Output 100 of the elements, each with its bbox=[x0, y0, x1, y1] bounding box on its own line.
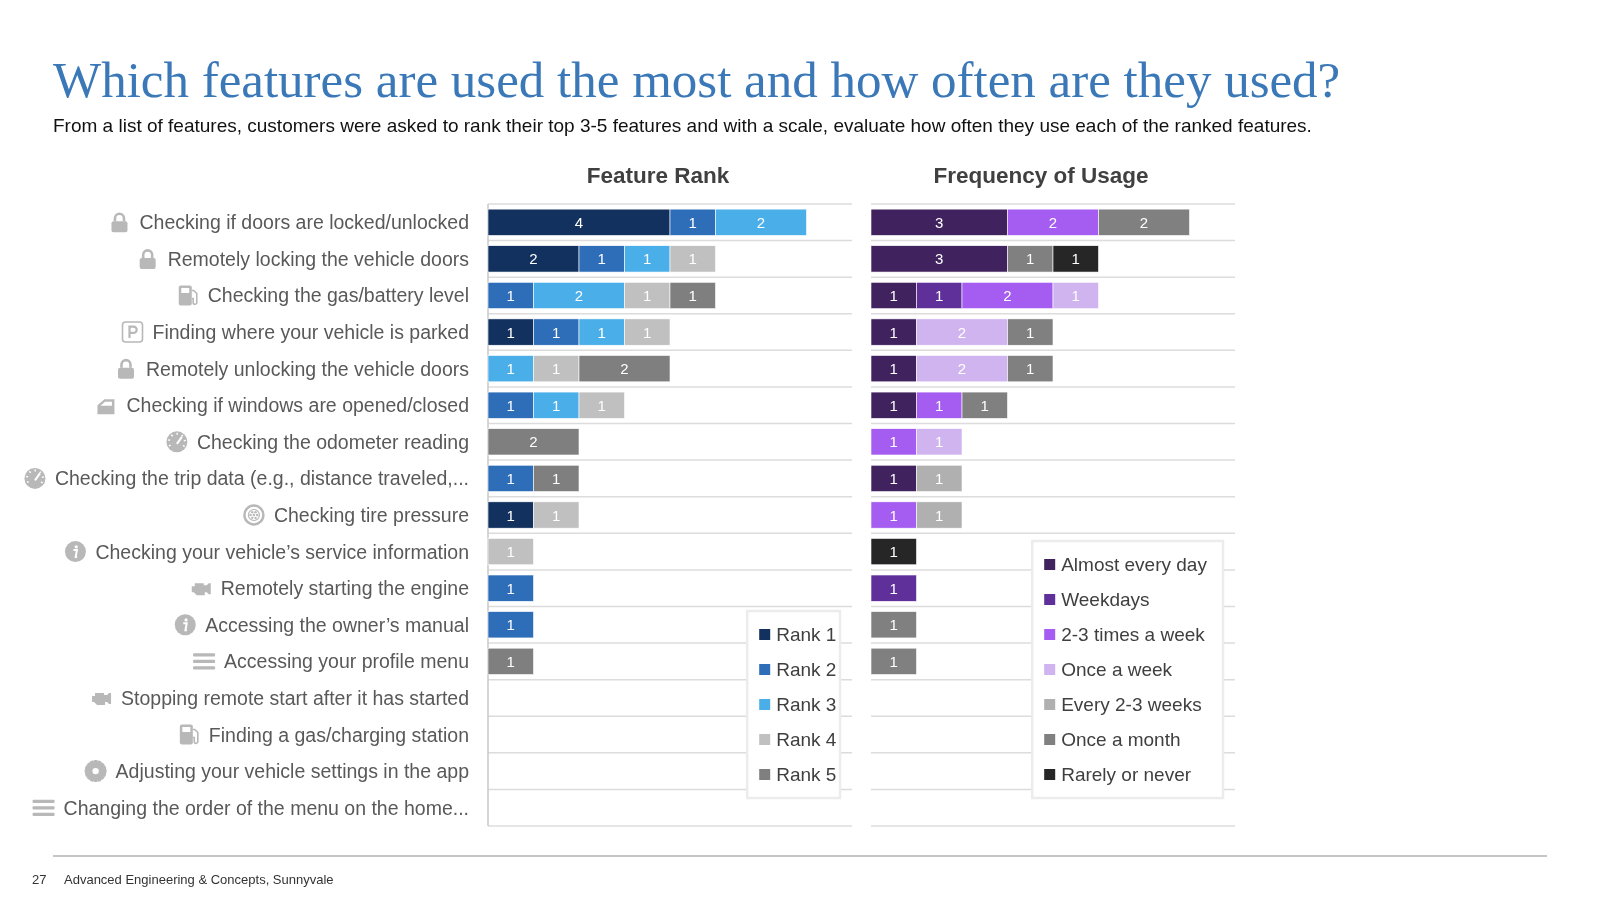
bar bbox=[870, 611, 917, 639]
data-label: 1 bbox=[1071, 286, 1080, 304]
data-label: 1 bbox=[1026, 250, 1035, 268]
y-tick-label: Checking if doors are locked/unlocked bbox=[139, 211, 469, 234]
data-label: 1 bbox=[552, 506, 561, 524]
data-label: 1 bbox=[935, 286, 944, 304]
data-label: 4 bbox=[574, 213, 584, 231]
data-label: 1 bbox=[597, 250, 606, 268]
data-label: 2 bbox=[574, 286, 584, 304]
data-label: 2 bbox=[620, 360, 629, 378]
data-label: 3 bbox=[935, 250, 944, 268]
data-label: 1 bbox=[889, 616, 898, 634]
bar bbox=[487, 647, 534, 675]
data-label: 1 bbox=[889, 469, 898, 487]
bar bbox=[870, 647, 917, 675]
data-label: 2 bbox=[529, 250, 538, 268]
legend-label: Once a week bbox=[1061, 659, 1173, 680]
data-label: 1 bbox=[889, 323, 898, 341]
data-label: 1 bbox=[889, 360, 898, 378]
data-label: 1 bbox=[552, 469, 561, 487]
bar bbox=[870, 538, 917, 566]
text: 27 bbox=[32, 872, 47, 887]
data-label: 1 bbox=[980, 396, 989, 414]
data-label: 3 bbox=[935, 213, 944, 231]
data-label: 1 bbox=[597, 396, 606, 414]
legend-label: Rank 2 bbox=[776, 659, 837, 680]
data-label: 1 bbox=[688, 250, 697, 268]
data-label: 2 bbox=[756, 213, 766, 231]
data-label: 1 bbox=[889, 652, 898, 670]
legend-label: Every 2-3 weeks bbox=[1061, 694, 1202, 715]
data-label: 1 bbox=[889, 286, 898, 304]
y-tick-label: Adjusting your vehicle settings in the app bbox=[115, 760, 470, 783]
data-label: 1 bbox=[506, 579, 515, 597]
y-tick-label: Accessing the owner’s manual bbox=[205, 613, 469, 636]
y-tick-label: Accessing your profile menu bbox=[224, 650, 469, 673]
bar bbox=[487, 428, 580, 456]
data-label: 1 bbox=[552, 360, 561, 378]
data-label: 1 bbox=[935, 396, 944, 414]
legend-label: 2-3 times a week bbox=[1061, 624, 1206, 645]
y-tick-label: Checking if windows are opened/closed bbox=[126, 394, 469, 417]
data-label: 1 bbox=[935, 506, 944, 524]
data-label: 1 bbox=[935, 469, 944, 487]
y-tick-label: Remotely starting the engine bbox=[220, 577, 469, 600]
data-label: 1 bbox=[552, 396, 561, 414]
data-label: 1 bbox=[1071, 250, 1080, 268]
data-label: 1 bbox=[643, 286, 652, 304]
data-label: 1 bbox=[552, 323, 561, 341]
data-label: 1 bbox=[1026, 323, 1035, 341]
chart-title: Frequency of Usage bbox=[933, 163, 1149, 188]
data-label: 1 bbox=[889, 433, 898, 451]
text: Which features are used the most and how often are they used? bbox=[53, 52, 1341, 108]
legend-label: Rarely or never bbox=[1061, 764, 1192, 785]
data-label: 1 bbox=[506, 286, 515, 304]
data-label: 1 bbox=[643, 250, 652, 268]
data-label: 1 bbox=[506, 543, 515, 561]
data-label: 1 bbox=[506, 652, 515, 670]
data-label: 2 bbox=[1139, 213, 1149, 231]
data-label: 1 bbox=[889, 396, 898, 414]
data-label: 1 bbox=[1026, 360, 1035, 378]
data-label: 1 bbox=[889, 506, 898, 524]
y-tick-label: Checking the trip data (e.g., distance traveled,... bbox=[54, 467, 469, 490]
data-label: 1 bbox=[643, 323, 652, 341]
y-tick-label: Remotely locking the vehicle doors bbox=[167, 247, 470, 270]
data-label: 2 bbox=[1048, 213, 1058, 231]
data-label: 1 bbox=[935, 433, 944, 451]
y-tick-label: Checking your vehicle’s service information bbox=[95, 540, 469, 563]
data-label: 2 bbox=[529, 433, 538, 451]
legend-label: Weekdays bbox=[1061, 589, 1150, 610]
chart-title: Feature Rank bbox=[586, 163, 730, 188]
bar bbox=[487, 611, 534, 639]
bar bbox=[487, 574, 534, 602]
y-tick-label: Remotely unlocking the vehicle doors bbox=[145, 357, 470, 380]
data-label: 2 bbox=[1003, 286, 1012, 304]
y-tick-label: Checking the odometer reading bbox=[196, 430, 469, 453]
data-label: 1 bbox=[506, 323, 515, 341]
bar bbox=[870, 574, 917, 602]
legend-label: Rank 4 bbox=[776, 729, 837, 750]
data-label: 1 bbox=[889, 543, 898, 561]
y-tick-label: Finding a gas/charging station bbox=[208, 723, 469, 746]
data-label: 1 bbox=[688, 286, 697, 304]
y-tick-label: Finding where your vehicle is parked bbox=[152, 321, 469, 344]
data-label: 1 bbox=[506, 506, 515, 524]
data-label: 2 bbox=[957, 323, 967, 341]
data-label: 1 bbox=[506, 396, 515, 414]
text: Advanced Engineering & Concepts, Sunnyvale bbox=[64, 872, 334, 887]
text: From a list of features, customers were asked to rank their top 3-5 features and with a scale, evaluate how often they use each of the ranked features. bbox=[53, 115, 1312, 136]
data-label: 1 bbox=[506, 360, 515, 378]
legend-label: Rank 3 bbox=[776, 694, 837, 715]
y-tick-label: Checking tire pressure bbox=[273, 504, 469, 526]
legend-label: Rank 1 bbox=[776, 624, 837, 645]
data-label: 1 bbox=[889, 579, 898, 597]
data-label: 1 bbox=[597, 323, 606, 341]
data-label: 1 bbox=[506, 616, 515, 634]
y-tick-label: Changing the order of the menu on the home... bbox=[63, 796, 469, 819]
data-label: 1 bbox=[688, 213, 697, 231]
y-tick-label: Checking the gas/battery level bbox=[207, 284, 469, 307]
y-tick-label: Stopping remote start after it has started bbox=[121, 686, 469, 709]
data-label: 1 bbox=[506, 469, 515, 487]
legend-label: Rank 5 bbox=[776, 764, 837, 785]
data-label: 2 bbox=[957, 360, 967, 378]
